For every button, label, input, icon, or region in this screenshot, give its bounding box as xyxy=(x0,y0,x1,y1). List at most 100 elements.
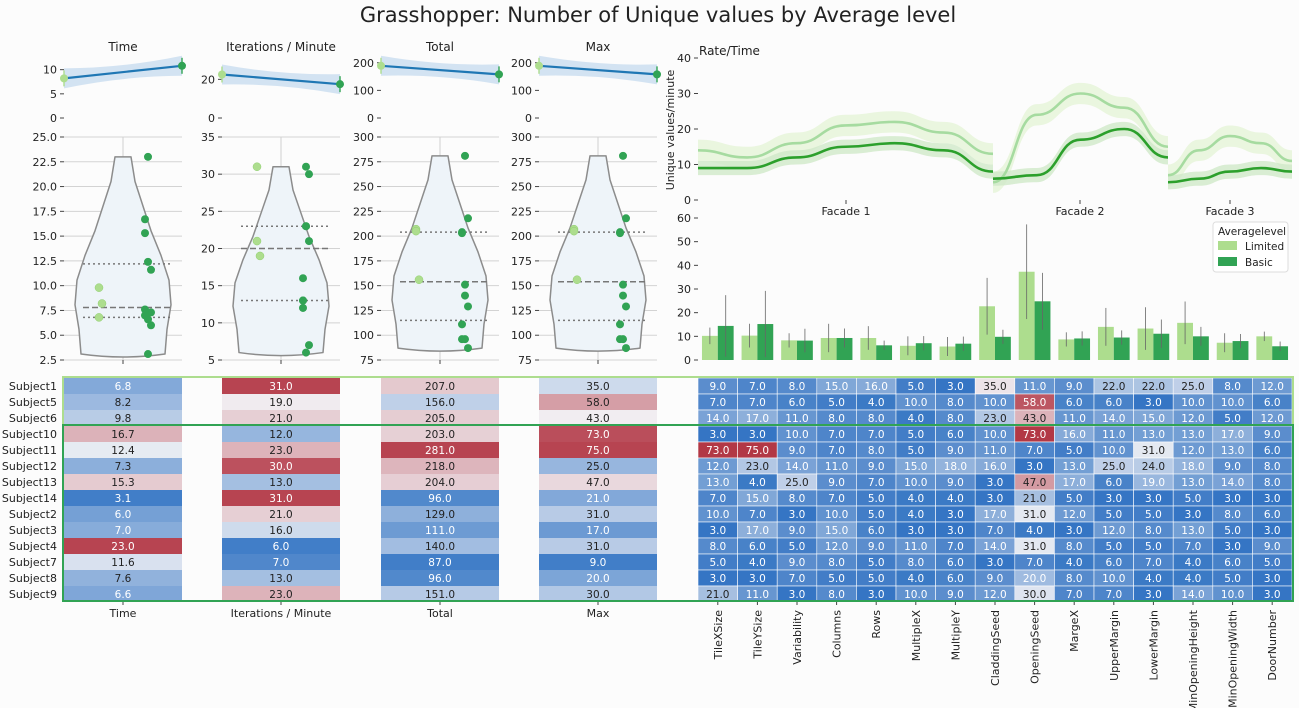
basic-point xyxy=(147,308,155,317)
limited-rate-line xyxy=(697,120,994,159)
limited-point xyxy=(97,299,107,308)
heat-value: 3.0 xyxy=(1264,573,1281,585)
y-tick-label: 225 xyxy=(353,205,374,218)
basic-point xyxy=(305,237,313,246)
heat-cell xyxy=(222,394,340,410)
heat-cell xyxy=(222,490,340,506)
heat-value: 205.0 xyxy=(425,413,455,425)
heat-value: 6.0 xyxy=(868,525,885,537)
heat-value: 11.0 xyxy=(1102,429,1125,441)
y-tick-label: 5 xyxy=(208,354,215,367)
heat-cell xyxy=(222,538,340,554)
heat-value: 3.0 xyxy=(1105,493,1122,505)
parameter-label: UpperMargin xyxy=(1108,610,1121,681)
heat-value: 6.0 xyxy=(1224,557,1241,569)
heat-cell xyxy=(381,490,499,506)
heat-cell xyxy=(64,586,182,602)
heat-value: 3.0 xyxy=(789,509,806,521)
heat-value: 7.0 xyxy=(749,381,766,393)
heat-value: 9.0 xyxy=(590,557,607,569)
heat-value: 3.0 xyxy=(1224,493,1241,505)
heat-value: 3.0 xyxy=(947,509,964,521)
parameter-label: TileYSize xyxy=(751,610,764,660)
heat-value: 7.0 xyxy=(749,397,766,409)
heat-value: 21.0 xyxy=(706,589,729,601)
heat-value: 4.0 xyxy=(1066,557,1083,569)
heat-value: 7.3 xyxy=(115,461,132,473)
basic-point xyxy=(302,222,310,231)
heat-value: 16.0 xyxy=(1063,429,1086,441)
rate-chart-title: Rate/Time xyxy=(699,44,760,58)
mean-point-limited xyxy=(377,61,385,70)
heat-value: 13.0 xyxy=(269,573,292,585)
heat-value: 10.0 xyxy=(1221,589,1244,601)
rate-time-chart: Rate/Time Unique values/minute 0 10 20 30 40 Fa… xyxy=(664,44,1293,218)
bar-basic xyxy=(1272,346,1289,360)
heat-value: 6.0 xyxy=(749,541,766,553)
heat-value: 10.0 xyxy=(785,429,808,441)
heat-value: 3.0 xyxy=(749,573,766,585)
heat-value: 30.0 xyxy=(1023,589,1046,601)
bar-limited xyxy=(1256,336,1273,360)
heat-value: 5.0 xyxy=(1264,557,1281,569)
y-tick-label: 0 xyxy=(525,112,532,125)
bar-basic xyxy=(1034,301,1051,360)
basic-point xyxy=(141,229,149,238)
basic-point xyxy=(147,321,155,330)
heat-value: 31.0 xyxy=(586,541,609,553)
heat-value: 8.0 xyxy=(1066,573,1083,585)
heat-value: 5.0 xyxy=(1224,573,1241,585)
heat-value: 22.0 xyxy=(1102,381,1125,393)
heat-value: 5.0 xyxy=(1066,445,1083,457)
y-tick-label: 2.5 xyxy=(40,354,58,367)
heat-value: 3.0 xyxy=(1224,541,1241,553)
heat-value: 10.0 xyxy=(825,509,848,521)
heat-cell xyxy=(381,410,499,426)
y-tick-label: 30 xyxy=(677,283,691,296)
heat-value: 7.0 xyxy=(1185,541,1202,553)
heat-value: 73.0 xyxy=(586,429,609,441)
heat-value: 12.0 xyxy=(983,589,1006,601)
heat-value: 11.0 xyxy=(746,589,769,601)
heat-value: 10.0 xyxy=(983,397,1006,409)
y-tick-label: 300 xyxy=(353,131,374,144)
heat-value: 7.0 xyxy=(868,429,885,441)
heat-value: 12.4 xyxy=(111,445,135,457)
heat-value: 7.0 xyxy=(273,557,290,569)
limited-point xyxy=(572,275,582,284)
heat-value: 10.0 xyxy=(904,477,927,489)
heat-value: 3.0 xyxy=(1026,461,1043,473)
mean-point-limited xyxy=(218,70,226,79)
heat-value: 281.0 xyxy=(425,445,455,457)
heat-value: 3.0 xyxy=(789,589,806,601)
heat-value: 58.0 xyxy=(586,397,609,409)
heat-value: 16.0 xyxy=(269,525,292,537)
basic-point xyxy=(302,162,310,171)
y-tick-label: 35 xyxy=(201,131,215,144)
heat-value: 5.0 xyxy=(1105,509,1122,521)
heat-value: 9.0 xyxy=(1264,541,1281,553)
heat-value: 6.0 xyxy=(1105,477,1122,489)
top-panel-title: Total xyxy=(425,40,454,54)
heat-value: 4.0 xyxy=(1026,525,1043,537)
heat-value: 4.0 xyxy=(907,413,924,425)
bar-limited xyxy=(701,335,718,360)
heat-value: 25.0 xyxy=(586,461,609,473)
heat-value: 31.0 xyxy=(1023,541,1046,553)
heat-value: 31.0 xyxy=(269,493,292,505)
heat-value: 9.0 xyxy=(789,525,806,537)
heat-value: 5.0 xyxy=(709,557,726,569)
legend-swatch-limited xyxy=(1218,241,1237,250)
bar-basic xyxy=(955,343,972,360)
heat-value: 15.3 xyxy=(111,477,134,489)
heat-cell xyxy=(222,586,340,602)
heat-value: 15.0 xyxy=(904,461,927,473)
basic-group-outline xyxy=(62,424,1294,602)
basic-rate-line xyxy=(992,127,1169,180)
basic-point xyxy=(299,274,307,283)
heat-cell xyxy=(64,426,182,442)
heat-cell xyxy=(381,442,499,458)
row-label: Subject9 xyxy=(9,588,57,601)
y-tick-label: 30 xyxy=(677,88,691,101)
heat-value: 18.0 xyxy=(944,461,967,473)
